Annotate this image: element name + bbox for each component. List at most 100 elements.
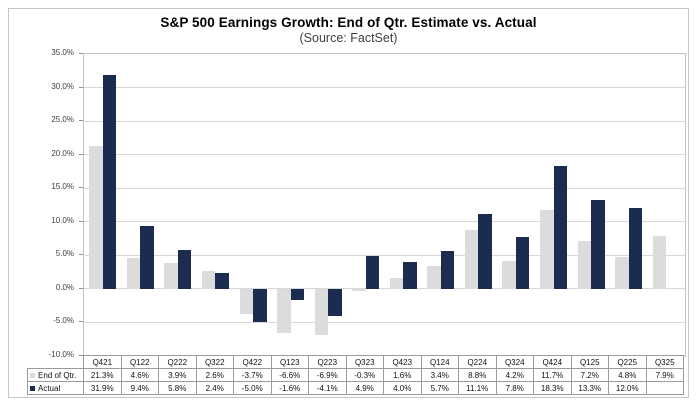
bar-actual-q422 — [253, 288, 267, 323]
quarter-header: Q225 — [608, 355, 647, 369]
bar-end-of-qtr-q324 — [502, 260, 516, 289]
bar-actual-q322 — [215, 272, 229, 289]
legend-swatch-actual — [30, 385, 35, 391]
table-value-cell: -3.7% — [233, 368, 272, 382]
quarter-header: Q324 — [495, 355, 534, 369]
y-axis-tick — [79, 120, 83, 122]
quarter-header: Q422 — [233, 355, 272, 369]
y-axis-label: 15.0% — [51, 182, 74, 192]
y-axis-tick — [79, 153, 83, 155]
bar-end-of-qtr-q422 — [239, 288, 254, 314]
y-axis-label: -10.0% — [48, 350, 74, 359]
table-value-cell: 1.6% — [383, 368, 422, 382]
bar-end-of-qtr-q124 — [427, 266, 441, 289]
bar-end-of-qtr-q421 — [89, 145, 103, 289]
y-axis-tick — [79, 254, 83, 256]
table-value-cell: 21.3% — [83, 368, 122, 382]
y-axis-tick — [79, 53, 83, 54]
y-axis-label: 0.0% — [55, 282, 74, 292]
bar-actual-q223 — [328, 288, 342, 317]
quarter-header: Q421 — [83, 355, 122, 369]
bar-actual-q224 — [478, 214, 492, 289]
gridline — [84, 221, 685, 223]
table-value-cell: 2.4% — [195, 381, 234, 395]
quarter-header: Q323 — [345, 355, 384, 369]
bar-actual-q323 — [365, 256, 380, 289]
bar-actual-q222 — [177, 249, 192, 289]
y-axis-label: 10.0% — [51, 215, 74, 225]
table-value-cell: 31.9% — [83, 381, 122, 395]
gridline — [84, 120, 685, 122]
bar-actual-q124 — [440, 250, 455, 289]
bar-end-of-qtr-q225 — [615, 256, 629, 289]
bar-actual-q123 — [290, 288, 305, 300]
bar-actual-q424 — [553, 166, 568, 289]
gridline — [84, 321, 685, 323]
quarter-header: Q423 — [383, 355, 422, 369]
y-axis-tick — [79, 86, 83, 88]
plot-area — [83, 53, 686, 357]
bar-end-of-qtr-q323 — [352, 288, 366, 291]
quarter-header: Q222 — [158, 355, 197, 369]
table-value-cell: -0.3% — [345, 368, 384, 382]
bar-end-of-qtr-q123 — [277, 288, 291, 334]
gridline — [84, 87, 685, 89]
table-value-cell: -6.6% — [270, 368, 309, 382]
y-axis-tick — [79, 287, 83, 289]
bar-end-of-qtr-q223 — [314, 288, 329, 336]
y-axis-tick — [79, 220, 83, 222]
table-value-cell: 7.2% — [570, 368, 609, 382]
y-axis-label: 25.0% — [51, 115, 74, 125]
y-axis-tick — [79, 187, 83, 189]
bar-actual-q122 — [140, 225, 154, 289]
bar-actual-q125 — [591, 199, 605, 289]
y-axis-label: -5.0% — [53, 316, 74, 326]
data-table: Q421 Q122 Q222 Q322 Q422 Q123 Q223 Q323 Q423 Q124… — [27, 355, 684, 395]
gridline — [84, 187, 685, 189]
chart-frame: S&P 500 Earnings Growth: End of Qtr. Est… — [8, 8, 689, 398]
quarter-header: Q424 — [533, 355, 572, 369]
quarter-header: Q223 — [308, 355, 347, 369]
bar-end-of-qtr-q423 — [389, 278, 404, 289]
quarter-header: Q322 — [195, 355, 234, 369]
chart-title: S&P 500 Earnings Growth: End of Qtr. Est… — [160, 15, 537, 30]
quarter-header: Q125 — [570, 355, 609, 369]
table-value-cell: 3.9% — [158, 368, 197, 382]
table-value-cell: 3.4% — [420, 368, 459, 382]
table-value-cell: 8.8% — [458, 368, 497, 382]
quarter-header: Q122 — [120, 355, 159, 369]
gridline — [84, 154, 685, 156]
table-value-cell: 5.8% — [158, 381, 197, 395]
gridline — [84, 254, 685, 256]
table-corner-cell — [28, 356, 84, 369]
data-table-grid: Q421 Q122 Q222 Q322 Q422 Q123 Q223 Q323 Q423 Q124… — [27, 355, 684, 395]
quarter-header: Q224 — [458, 355, 497, 369]
table-value-cell: 11.1% — [458, 381, 497, 395]
y-axis-label: 20.0% — [51, 148, 74, 158]
table-value-cell: 4.9% — [345, 381, 384, 395]
y-axis-tick — [79, 321, 83, 323]
series-label-actual: Actual — [27, 381, 84, 395]
bar-end-of-qtr-q424 — [540, 210, 554, 289]
y-axis-label: 5.0% — [55, 249, 74, 259]
gridline — [84, 288, 685, 290]
table-value-cell: 2.6% — [195, 368, 234, 382]
bar-end-of-qtr-q325 — [652, 235, 667, 289]
series-label-end-of-qtr: End of Qtr. — [27, 368, 84, 382]
table-value-cell: 4.0% — [383, 381, 422, 395]
legend-swatch-end-of-qtr — [30, 372, 35, 378]
table-value-cell: 18.3% — [533, 381, 572, 395]
bar-end-of-qtr-q224 — [464, 229, 479, 289]
bar-actual-q225 — [628, 208, 643, 289]
table-value-cell: 13.3% — [570, 381, 609, 395]
bar-end-of-qtr-q222 — [164, 262, 178, 289]
table-value-cell: 11.7% — [533, 368, 572, 382]
bar-end-of-qtr-q125 — [577, 240, 592, 289]
chart-subtitle: (Source: FactSet) — [299, 31, 398, 45]
bar-actual-q423 — [403, 262, 417, 289]
quarter-header: Q325 — [645, 355, 684, 369]
bar-actual-q421 — [102, 74, 117, 289]
table-value-cell: -4.1% — [308, 381, 347, 395]
bar-end-of-qtr-q122 — [126, 258, 141, 289]
